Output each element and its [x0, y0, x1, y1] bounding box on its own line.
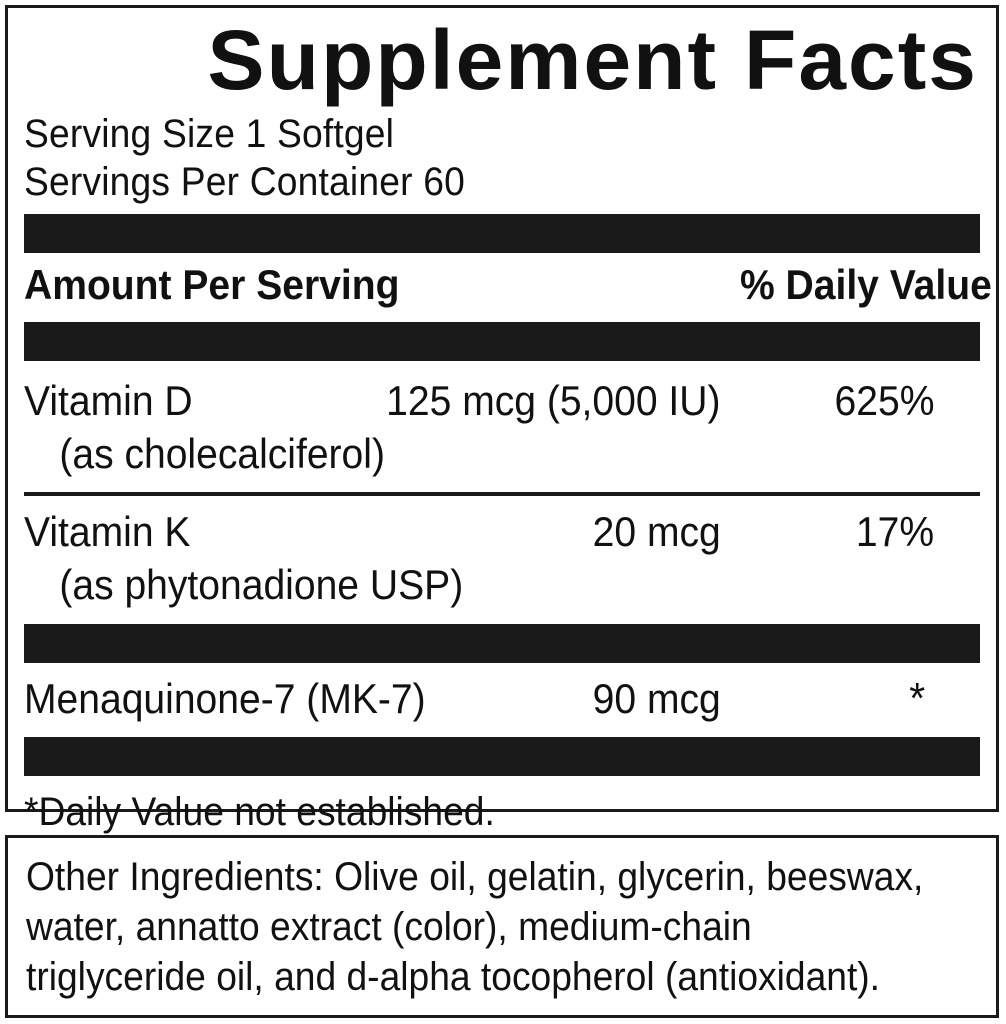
amount-per-serving-header: Amount Per Serving — [24, 261, 400, 308]
servings-per-container-line: Servings Per Container 60 — [24, 160, 465, 204]
daily-value-footnote: *Daily Value not established. — [24, 790, 495, 834]
daily-value-header: % Daily Value — [740, 261, 992, 308]
nutrient-amount: 125 mcg (5,000 IU) — [386, 377, 721, 424]
serving-info: Serving Size 1 Softgel Servings Per Cont… — [24, 110, 980, 206]
other-ingredients-line: triglyceride oil, and d-alpha tocopherol… — [26, 955, 881, 999]
table-row: Vitamin K 20 mcg 17% — [24, 504, 980, 560]
nutrient-source-subline: (as phytonadione USP) — [59, 561, 464, 608]
table-row: Menaquinone-7 (MK-7) 90 mcg * — [24, 671, 980, 727]
nutrient-daily-value: 17% — [855, 508, 934, 555]
serving-size-line: Serving Size 1 Softgel — [24, 112, 395, 156]
divider-bar-top — [24, 214, 980, 253]
other-ingredients-panel: Other Ingredients: Olive oil, gelatin, g… — [5, 835, 999, 1018]
divider-bar-mid — [24, 624, 980, 663]
table-header-row: Amount Per Serving % Daily Value — [24, 259, 992, 315]
nutrient-daily-value: 625% — [834, 377, 934, 424]
nutrient-amount: 20 mcg — [592, 508, 721, 555]
supplement-facts-panel: Supplement Facts Serving Size 1 Softgel … — [5, 5, 999, 834]
divider-bar-under-header — [24, 322, 980, 361]
row-separator-rule — [24, 492, 980, 496]
other-ingredients-line: water, annatto extract (color), medium-c… — [26, 905, 752, 949]
other-ingredients-line: Other Ingredients: Olive oil, gelatin, g… — [26, 855, 924, 899]
nutrient-daily-value: * — [909, 674, 925, 723]
nutrient-name: Vitamin K — [24, 508, 191, 555]
divider-bar-bottom — [24, 737, 980, 776]
nutrient-source-subline: (as cholecalciferol) — [59, 430, 385, 477]
nutrient-name: Vitamin D — [24, 377, 193, 424]
page-title: Supplement Facts — [207, 13, 978, 107]
nutrient-name: Menaquinone-7 (MK-7) — [24, 675, 426, 722]
table-row: Vitamin D 125 mcg (5,000 IU) 625% — [24, 373, 980, 429]
nutrient-amount: 90 mcg — [592, 675, 721, 722]
